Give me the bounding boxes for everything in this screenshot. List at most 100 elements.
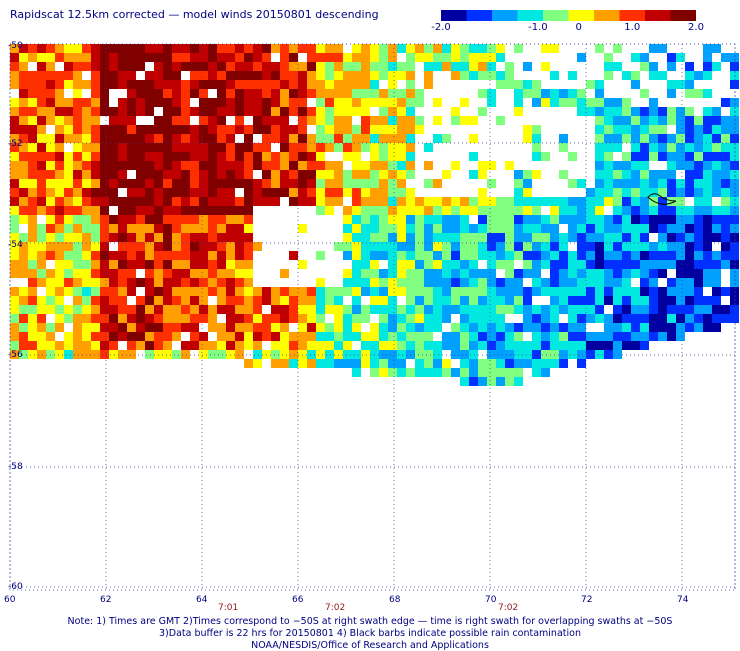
data-cell (181, 278, 190, 287)
data-cell (253, 179, 262, 188)
data-cell (217, 134, 226, 143)
data-cell (91, 251, 100, 260)
data-cell (136, 251, 145, 260)
data-cell (532, 80, 541, 89)
data-cell (226, 152, 235, 161)
data-cell (289, 314, 298, 323)
data-cell (208, 116, 217, 125)
data-cell (523, 170, 532, 179)
data-cell (550, 197, 559, 206)
data-cell (388, 80, 397, 89)
data-cell (316, 314, 325, 323)
data-cell (325, 332, 334, 341)
data-cell (730, 188, 739, 197)
data-cell (217, 341, 226, 350)
data-cell (271, 89, 280, 98)
data-cell (703, 53, 712, 62)
data-cell (604, 125, 613, 134)
data-cell (244, 359, 253, 368)
data-cell (172, 350, 181, 359)
data-cell (658, 287, 667, 296)
data-cell (190, 323, 199, 332)
data-cell (370, 116, 379, 125)
data-cell (154, 134, 163, 143)
data-cell (451, 62, 460, 71)
data-cell (505, 161, 514, 170)
data-cell (73, 107, 82, 116)
data-cell (82, 116, 91, 125)
data-cell (154, 224, 163, 233)
data-cell (235, 206, 244, 215)
data-cell (334, 116, 343, 125)
data-cell (118, 98, 127, 107)
data-cell (145, 143, 154, 152)
data-cell (541, 233, 550, 242)
data-cell (280, 62, 289, 71)
data-cell (658, 233, 667, 242)
data-cell (523, 89, 532, 98)
data-cell (622, 269, 631, 278)
data-cell (550, 251, 559, 260)
data-cell (64, 116, 73, 125)
data-cell (73, 179, 82, 188)
data-cell (253, 125, 262, 134)
data-cell (460, 197, 469, 206)
data-cell (19, 80, 28, 89)
data-cell (514, 170, 523, 179)
data-cell (667, 332, 676, 341)
data-cell (442, 260, 451, 269)
data-cell (397, 215, 406, 224)
data-cell (658, 44, 667, 53)
data-cell (19, 206, 28, 215)
data-cell (289, 143, 298, 152)
data-cell (406, 143, 415, 152)
data-cell (37, 278, 46, 287)
data-cell (658, 296, 667, 305)
data-cell (712, 161, 721, 170)
data-cell (226, 278, 235, 287)
data-cell (163, 98, 172, 107)
data-cell (10, 44, 19, 53)
data-cell (631, 116, 640, 125)
data-cell (613, 134, 622, 143)
data-cell (514, 341, 523, 350)
data-cell (280, 332, 289, 341)
data-cell (631, 224, 640, 233)
data-cell (19, 314, 28, 323)
data-cell (262, 62, 271, 71)
data-cell (478, 206, 487, 215)
data-cell (46, 71, 55, 80)
data-cell (19, 62, 28, 71)
data-cell (343, 152, 352, 161)
data-cell (577, 233, 586, 242)
data-cell (505, 206, 514, 215)
data-cell (82, 332, 91, 341)
data-cell (262, 197, 271, 206)
data-cell (181, 314, 190, 323)
data-cell (667, 278, 676, 287)
data-cell (262, 80, 271, 89)
data-cell (343, 71, 352, 80)
data-cell (64, 152, 73, 161)
data-cell (451, 251, 460, 260)
data-cell (64, 242, 73, 251)
data-cell (604, 152, 613, 161)
data-cell (397, 242, 406, 251)
data-cell (451, 368, 460, 377)
data-cell (28, 44, 37, 53)
data-cell (235, 107, 244, 116)
data-cell (514, 188, 523, 197)
data-cell (532, 89, 541, 98)
data-cell (703, 206, 712, 215)
data-cell (208, 197, 217, 206)
data-cell (55, 152, 64, 161)
data-cell (19, 350, 28, 359)
data-cell (352, 332, 361, 341)
data-cell (109, 350, 118, 359)
data-cell (478, 251, 487, 260)
data-cell (685, 233, 694, 242)
data-cell (64, 305, 73, 314)
data-cell (181, 116, 190, 125)
data-cell (559, 134, 568, 143)
data-cell (127, 161, 136, 170)
